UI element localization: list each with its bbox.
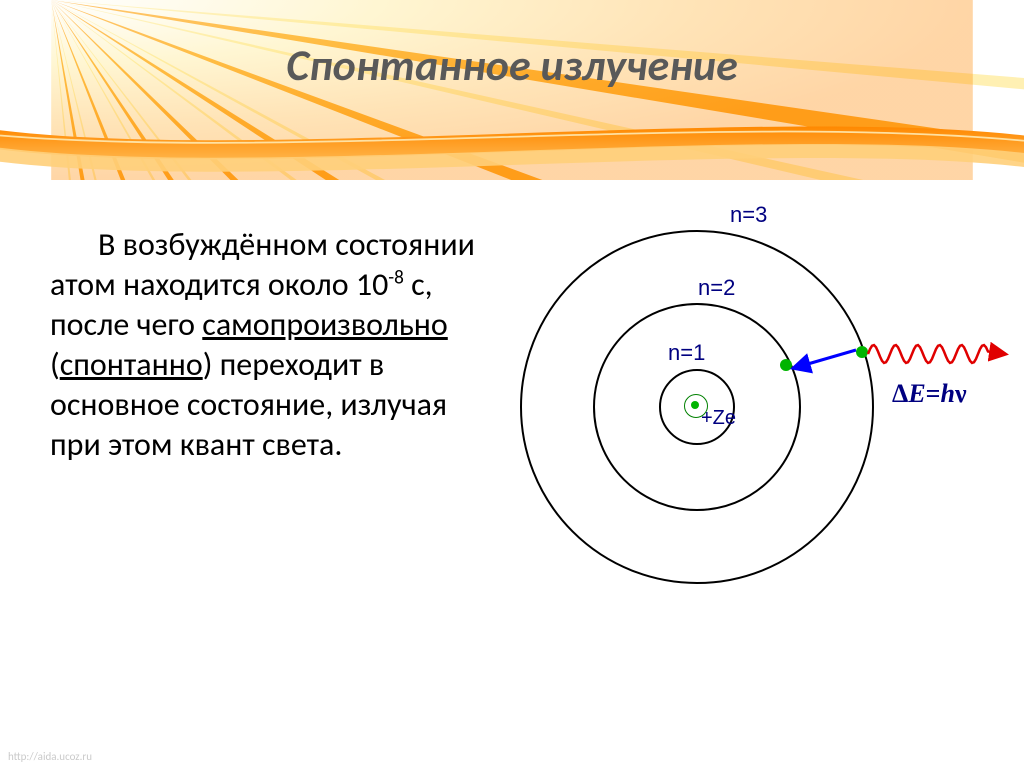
body-paragraph: В возбуждённом состоянии атом находится … <box>50 225 480 465</box>
transition-arrow <box>794 350 856 368</box>
title-swoosh <box>0 118 1024 188</box>
photon-wave <box>868 345 1005 363</box>
diagram-overlay: ΔE=hν <box>500 190 1010 570</box>
slide-title: Спонтанное излучение <box>0 38 1024 92</box>
title-text: Спонтанное излучение <box>286 38 737 92</box>
footer-link: http://aida.ucoz.ru <box>8 750 92 763</box>
energy-formula: ΔE=hν <box>892 379 967 408</box>
atom-diagram: +Ze n=1 n=2 n=3 ΔE=hν <box>500 190 1010 570</box>
